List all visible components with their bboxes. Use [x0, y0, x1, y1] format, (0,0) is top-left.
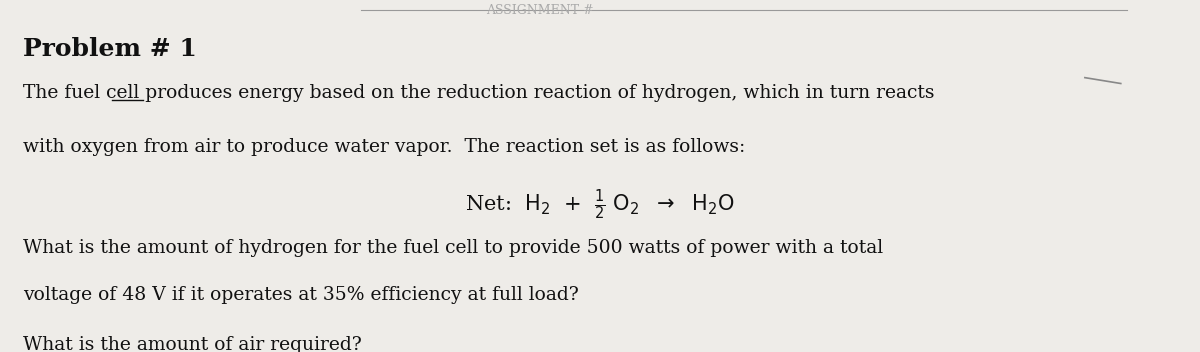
Text: The fuel cell produces energy based on the reduction reaction of hydrogen, which: The fuel cell produces energy based on t…: [23, 83, 935, 101]
Text: What is the amount of hydrogen for the fuel cell to provide 500 watts of power w: What is the amount of hydrogen for the f…: [23, 239, 883, 257]
Text: Net:  $\mathrm{H_2}$  +  $\frac{1}{2}$ $\mathrm{O_2}$  $\rightarrow$  $\mathrm{H: Net: $\mathrm{H_2}$ + $\frac{1}{2}$ $\ma…: [466, 188, 734, 222]
Text: ASSIGNMENT #: ASSIGNMENT #: [486, 4, 594, 17]
Text: with oxygen from air to produce water vapor.  The reaction set is as follows:: with oxygen from air to produce water va…: [23, 138, 745, 156]
Text: Problem # 1: Problem # 1: [23, 37, 197, 61]
Text: What is the amount of air required?: What is the amount of air required?: [23, 336, 361, 352]
Text: voltage of 48 V if it operates at 35% efficiency at full load?: voltage of 48 V if it operates at 35% ef…: [23, 286, 578, 304]
